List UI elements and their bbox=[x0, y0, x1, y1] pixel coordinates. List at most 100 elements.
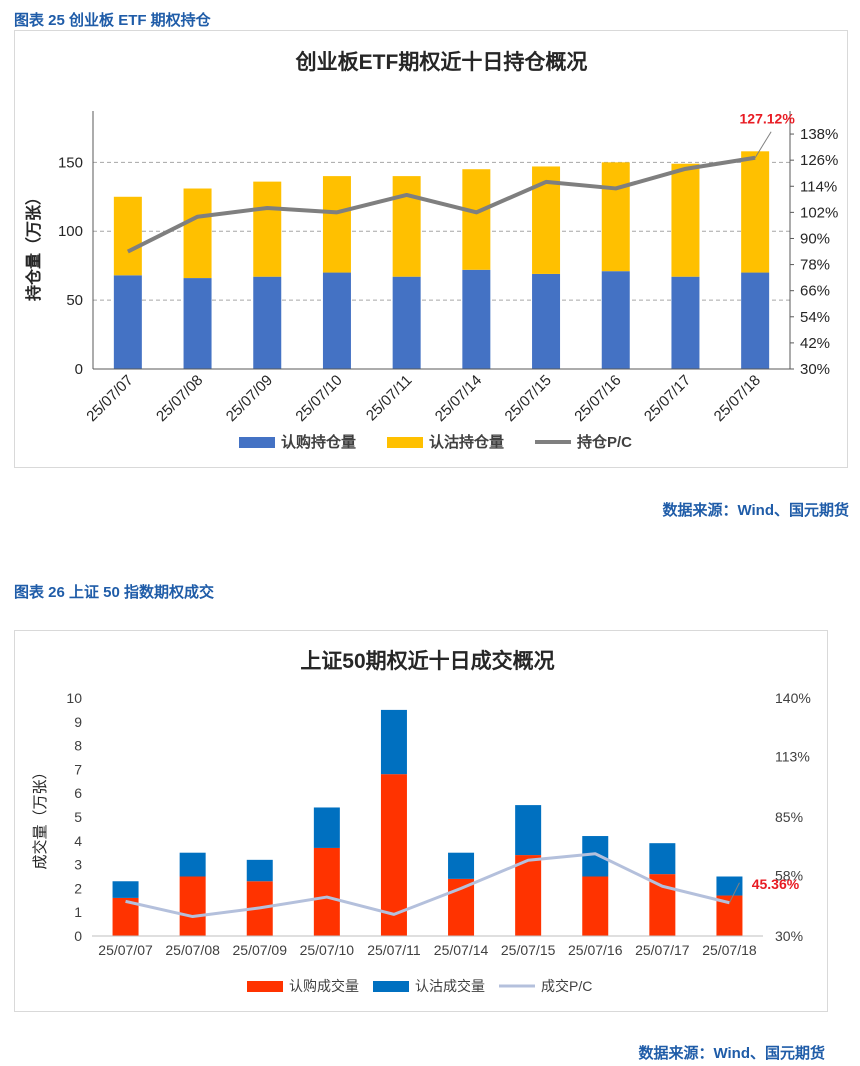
y-tick-label: 9 bbox=[74, 714, 82, 730]
x-tick-label: 25/07/11 bbox=[367, 942, 421, 958]
bar-put bbox=[716, 876, 743, 896]
figure2-panel: 上证50期权近十日成交概况 0 1 2 3 4 5 6 7 8 9 10 30% 58% 85% 113% 14… bbox=[14, 630, 828, 1012]
y2-tick-label: 102% bbox=[800, 204, 838, 221]
pc-ratio-line bbox=[126, 155, 756, 254]
figure1-source: 数据来源：Wind、国元期货 bbox=[662, 502, 849, 519]
x-tick-label: 25/07/11 bbox=[363, 372, 416, 425]
y-tick-label: 0 bbox=[75, 361, 83, 378]
y-tick-label: 8 bbox=[74, 738, 82, 754]
x-tick-label: 25/07/18 bbox=[702, 942, 757, 958]
y-tick-label: 0 bbox=[74, 928, 82, 944]
y-tick-label: 150 bbox=[58, 154, 83, 171]
x-tick-label: 25/07/09 bbox=[223, 372, 276, 425]
x-tick-label: 25/07/15 bbox=[502, 372, 555, 425]
bar-put bbox=[649, 843, 676, 875]
annotation-leader bbox=[729, 882, 740, 903]
bar-call bbox=[183, 278, 212, 369]
y-tick-label: 6 bbox=[74, 785, 82, 801]
legend-swatch bbox=[247, 981, 283, 992]
y2-tick-label: 54% bbox=[800, 309, 830, 326]
x-tick-label: 25/07/07 bbox=[83, 372, 136, 425]
x-tick-label: 25/07/09 bbox=[233, 942, 288, 958]
y2-tick-label: 113% bbox=[775, 748, 810, 764]
bar-put bbox=[582, 836, 609, 877]
legend-label: 认沽成交量 bbox=[415, 978, 485, 994]
legend-swatch bbox=[373, 981, 409, 992]
y2-tick-label: 78% bbox=[800, 257, 830, 274]
y-tick-label: 1 bbox=[74, 904, 82, 920]
legend-label: 持仓P/C bbox=[577, 433, 632, 451]
bar-call bbox=[253, 276, 282, 369]
x-tick-label: 25/07/16 bbox=[571, 372, 624, 425]
figure2-source: 数据来源：Wind、国元期货 bbox=[638, 1045, 825, 1062]
bar-put bbox=[392, 176, 421, 277]
pc-ratio-line bbox=[125, 852, 730, 919]
bar-put bbox=[112, 881, 139, 898]
bar-call bbox=[532, 273, 561, 369]
y2-tick-label: 140% bbox=[775, 690, 811, 706]
y-axis-label: 持仓量（万张） bbox=[24, 189, 43, 301]
bar-put bbox=[183, 188, 212, 279]
x-tick-label: 25/07/07 bbox=[98, 942, 153, 958]
bar-call bbox=[113, 275, 142, 369]
chart-title: 创业板ETF期权近十日持仓概况 bbox=[295, 50, 588, 74]
bar-put bbox=[741, 151, 770, 273]
bar-call bbox=[179, 876, 206, 936]
legend-label: 认沽持仓量 bbox=[429, 433, 504, 451]
y-tick-label: 2 bbox=[74, 880, 82, 896]
bar-put bbox=[515, 805, 542, 856]
chart-title: 上证50期权近十日成交概况 bbox=[300, 649, 554, 673]
figure1-caption: 图表 25 创业板 ETF 期权持仓 bbox=[14, 12, 211, 29]
y-tick-label: 7 bbox=[74, 761, 82, 777]
bar-put bbox=[113, 196, 142, 276]
y2-tick-label: 138% bbox=[800, 126, 838, 143]
y2-tick-label: 85% bbox=[775, 809, 803, 825]
y2-tick-label: 30% bbox=[775, 928, 803, 944]
figure1-chart: 创业板ETF期权近十日持仓概况 0 50 100 150 30% 42% 54% 66% 78% 9… bbox=[24, 50, 838, 451]
x-tick-label: 25/07/17 bbox=[641, 372, 694, 425]
bar-put bbox=[313, 807, 340, 848]
x-tick-label: 25/07/08 bbox=[153, 372, 206, 425]
y2-tick-label: 30% bbox=[800, 361, 830, 378]
bar-put bbox=[671, 163, 700, 277]
y-tick-label: 50 bbox=[66, 292, 83, 309]
bar-call bbox=[649, 874, 676, 936]
bar-put bbox=[462, 169, 491, 270]
x-tick-label: 25/07/10 bbox=[292, 372, 345, 425]
y2-tick-label: 90% bbox=[800, 230, 830, 247]
bar-call bbox=[392, 276, 421, 369]
annotation-label: 45.36% bbox=[752, 876, 800, 892]
x-tick-label: 25/07/18 bbox=[711, 372, 764, 425]
x-tick-label: 25/07/10 bbox=[300, 942, 355, 958]
y2-tick-label: 58% bbox=[775, 867, 803, 883]
x-tick-label: 25/07/16 bbox=[568, 942, 623, 958]
figure1-panel: 创业板ETF期权近十日持仓概况 0 50 100 150 30% 42% 54% 66% 78% 9… bbox=[14, 30, 848, 468]
figure2-caption: 图表 26 上证 50 指数期权成交 bbox=[14, 584, 215, 601]
bar-call bbox=[601, 271, 630, 369]
bar-call bbox=[322, 272, 351, 369]
bar-call bbox=[582, 876, 609, 936]
x-tick-label: 25/07/14 bbox=[432, 372, 485, 425]
bar-put bbox=[601, 162, 630, 272]
bar-call bbox=[515, 855, 542, 936]
y-tick-label: 3 bbox=[74, 857, 82, 873]
bar-call bbox=[741, 272, 770, 369]
y-tick-label: 10 bbox=[66, 690, 82, 706]
x-tick-label: 25/07/14 bbox=[434, 942, 489, 958]
annotation-leader bbox=[754, 131, 772, 158]
figure2-chart: 上证50期权近十日成交概况 0 1 2 3 4 5 6 7 8 9 10 30% 58% 85% 113% 14… bbox=[31, 649, 811, 994]
legend-swatch bbox=[387, 437, 423, 448]
bar-put bbox=[253, 181, 282, 277]
legend-label: 成交P/C bbox=[541, 978, 592, 994]
bar-put bbox=[448, 852, 475, 879]
y2-tick-label: 42% bbox=[800, 335, 830, 352]
bar-put bbox=[179, 852, 206, 877]
bar-put bbox=[246, 859, 273, 882]
bar-call bbox=[671, 276, 700, 369]
legend-label: 认购持仓量 bbox=[281, 433, 356, 451]
legend-swatch bbox=[239, 437, 275, 448]
x-tick-label: 25/07/15 bbox=[501, 942, 556, 958]
annotation-label: 127.12% bbox=[740, 111, 796, 127]
y-axis-label: 成交量（万张） bbox=[31, 764, 49, 869]
bar-put bbox=[322, 176, 351, 273]
